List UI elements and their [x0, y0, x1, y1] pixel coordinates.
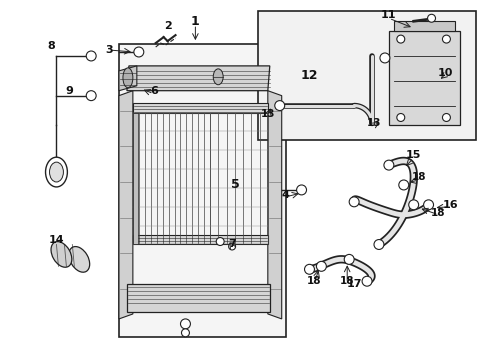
Polygon shape	[133, 235, 267, 244]
Ellipse shape	[69, 247, 89, 272]
Circle shape	[228, 243, 235, 250]
Text: 2: 2	[163, 21, 171, 31]
Text: 1: 1	[191, 15, 200, 28]
Text: 18: 18	[410, 172, 425, 182]
Bar	[388, 31, 459, 125]
Text: 3: 3	[105, 45, 113, 55]
Circle shape	[379, 53, 389, 63]
Ellipse shape	[45, 157, 67, 187]
Polygon shape	[267, 91, 281, 319]
Text: 17: 17	[346, 279, 361, 289]
Polygon shape	[127, 66, 269, 91]
Polygon shape	[119, 66, 137, 91]
Text: 12: 12	[300, 69, 318, 82]
Circle shape	[181, 329, 189, 337]
Text: 13: 13	[260, 108, 275, 118]
Polygon shape	[119, 91, 133, 319]
Circle shape	[274, 100, 284, 111]
Text: 11: 11	[380, 10, 396, 20]
Circle shape	[344, 255, 353, 264]
Circle shape	[180, 319, 190, 329]
Circle shape	[361, 276, 371, 286]
Bar	[393, 21, 454, 31]
Circle shape	[383, 160, 393, 170]
Bar	[257, 11, 475, 140]
Text: 7: 7	[228, 239, 236, 249]
Bar	[119, 44, 285, 337]
Circle shape	[86, 91, 96, 100]
Circle shape	[398, 180, 408, 190]
Circle shape	[373, 239, 383, 249]
Text: 8: 8	[47, 41, 55, 51]
Circle shape	[316, 261, 325, 271]
Circle shape	[216, 238, 224, 246]
Circle shape	[396, 35, 404, 43]
Text: 10: 10	[437, 68, 452, 78]
Text: 6: 6	[149, 86, 157, 96]
Text: 18: 18	[430, 208, 445, 218]
Circle shape	[134, 47, 143, 57]
Circle shape	[408, 200, 418, 210]
Text: 15: 15	[405, 150, 421, 160]
Text: 18: 18	[306, 276, 321, 286]
Ellipse shape	[51, 242, 72, 267]
Text: 18: 18	[339, 276, 354, 286]
Circle shape	[304, 264, 314, 274]
Text: 9: 9	[65, 86, 73, 96]
Ellipse shape	[213, 69, 223, 85]
Text: 4: 4	[281, 190, 289, 200]
Circle shape	[348, 197, 358, 207]
Text: 14: 14	[48, 234, 64, 244]
Circle shape	[442, 113, 449, 121]
Circle shape	[296, 185, 306, 195]
Ellipse shape	[122, 68, 133, 88]
Circle shape	[427, 14, 435, 22]
Text: 16: 16	[442, 200, 457, 210]
Ellipse shape	[49, 162, 63, 182]
Bar	[133, 113, 138, 244]
Circle shape	[423, 200, 433, 210]
Polygon shape	[127, 284, 269, 312]
Circle shape	[442, 35, 449, 43]
Text: 5: 5	[230, 179, 239, 192]
Circle shape	[86, 51, 96, 61]
Circle shape	[396, 113, 404, 121]
Text: 13: 13	[366, 118, 381, 129]
Polygon shape	[133, 103, 267, 113]
